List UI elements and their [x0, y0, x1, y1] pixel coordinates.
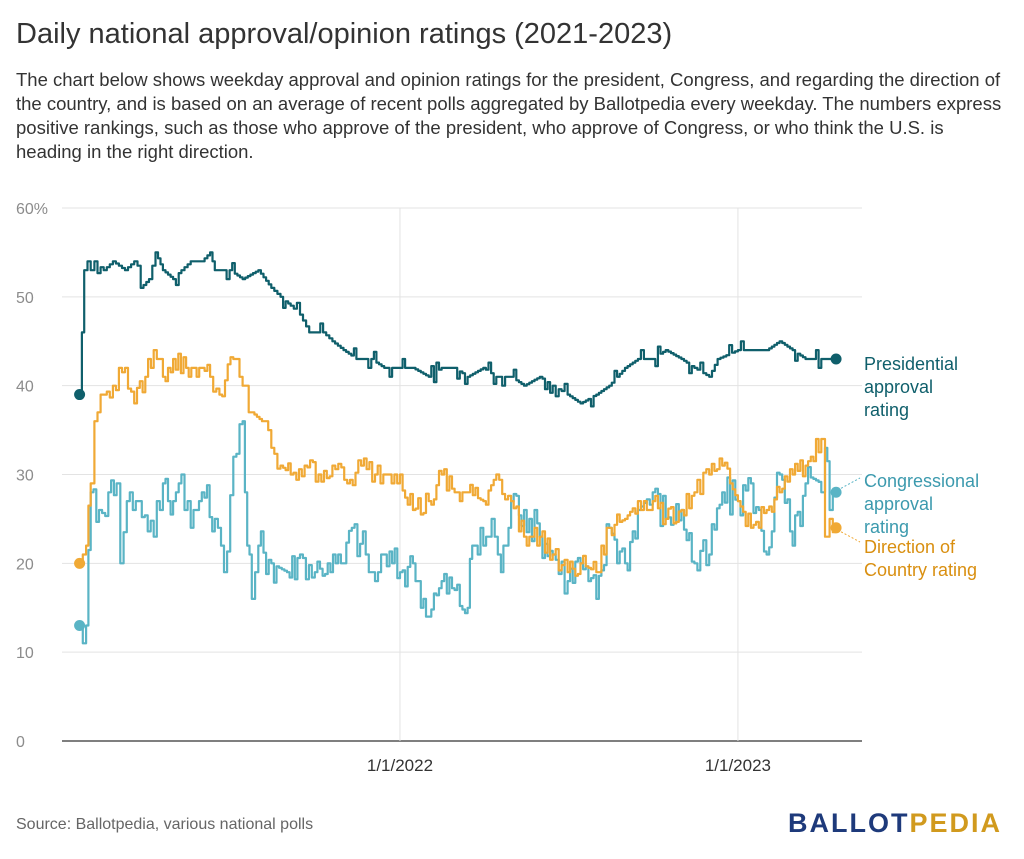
presidential-approval-end-point: [830, 353, 842, 365]
source-note: Source: Ballotpedia, various national po…: [16, 816, 314, 833]
congressional-approval-label: Congressional approval rating: [864, 471, 979, 537]
presidential-approval-label: Presidential approval rating: [864, 354, 958, 420]
x-tick-label: 1/1/2022: [367, 756, 433, 775]
x-axis: 1/1/2022 1/1/2023: [367, 756, 771, 775]
grid-lines: [62, 207, 862, 742]
series-label-line: rating: [864, 517, 909, 537]
y-tick-label: 60%: [16, 201, 48, 218]
y-axis: 0 10 20 30 40 50 60%: [16, 201, 48, 751]
y-tick-label: 40: [16, 379, 34, 396]
congressional-approval-start-point: [74, 620, 86, 632]
y-tick-label: 30: [16, 468, 34, 485]
chart-title: Daily national approval/opinion ratings …: [16, 18, 673, 50]
congressional-leader-line: [840, 477, 861, 489]
direction-of-country-end-point: [830, 522, 842, 534]
direction-of-country-label: Direction of Country rating: [864, 537, 977, 580]
series-label-line: Direction of: [864, 537, 956, 557]
direction-of-country-line: [79, 349, 838, 577]
congressional-approval-line: [79, 420, 837, 645]
ballotpedia-logo: BALLOTPEDIA: [788, 808, 1002, 839]
series-label-line: Country rating: [864, 560, 977, 580]
y-tick-label: 0: [16, 734, 25, 751]
congressional-approval-end-point: [830, 486, 842, 498]
series-lines: [74, 251, 842, 645]
line-chart: 0 10 20 30 40 50 60% 1/1/2022 1/1/2023 Presiden…: [16, 201, 979, 775]
chart-subtitle: The chart below shows weekday approval a…: [16, 69, 1002, 162]
y-tick-label: 20: [16, 556, 34, 573]
logo-part2: PEDIA: [909, 808, 1002, 838]
series-labels: Presidential approval rating Congressional a…: [840, 354, 979, 580]
series-label-line: approval: [864, 494, 933, 514]
y-tick-label: 10: [16, 645, 34, 662]
series-label-line: approval: [864, 377, 933, 397]
presidential-approval-line: [79, 251, 837, 408]
series-label-line: Presidential: [864, 354, 958, 374]
series-label-line: Congressional: [864, 471, 979, 491]
series-label-line: rating: [864, 400, 909, 420]
presidential-approval-start-point: [74, 389, 86, 401]
direction-of-country-start-point: [74, 557, 86, 569]
x-tick-label: 1/1/2023: [705, 756, 771, 775]
y-tick-label: 50: [16, 290, 34, 307]
direction-leader-line: [840, 531, 861, 543]
logo-part1: BALLOT: [787, 808, 910, 838]
